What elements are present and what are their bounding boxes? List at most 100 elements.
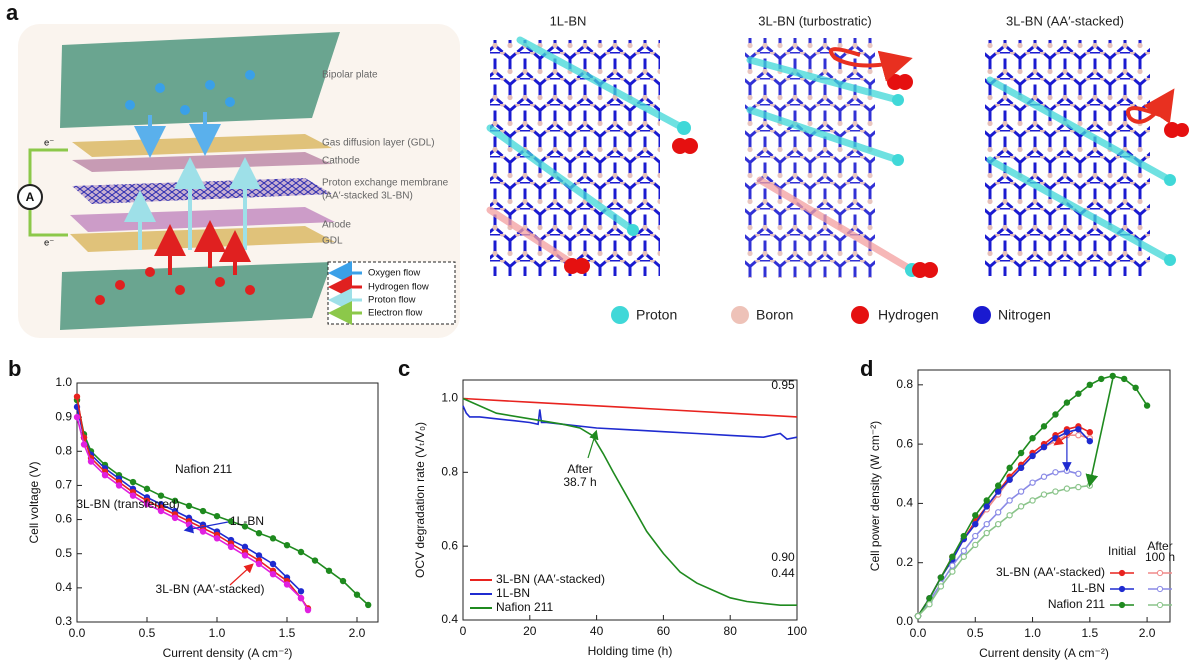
point xyxy=(340,578,345,583)
annotation: 38.7 h xyxy=(563,475,596,489)
atom-key xyxy=(851,306,869,324)
layer-label: Anode xyxy=(322,220,351,231)
point xyxy=(1030,498,1035,503)
point xyxy=(915,613,920,618)
x-tick-label: 2.0 xyxy=(1139,626,1156,640)
point xyxy=(996,510,1001,515)
layer-label: Cathode xyxy=(322,156,360,167)
x-axis-title: Current density (A cm⁻²) xyxy=(163,646,293,660)
flow-legend-label: Hydrogen flow xyxy=(368,282,429,293)
point xyxy=(1007,465,1012,470)
point xyxy=(996,483,1001,488)
x-axis-title: Holding time (h) xyxy=(588,644,673,658)
point xyxy=(326,568,331,573)
x-tick-label: 0.0 xyxy=(69,626,86,640)
legend-key xyxy=(1119,602,1124,607)
point xyxy=(298,549,303,554)
x-axis-title: Current density (A cm⁻²) xyxy=(979,646,1109,660)
point xyxy=(1099,376,1104,381)
y-tick-label: 0.6 xyxy=(55,512,72,526)
y-tick-label: 0.4 xyxy=(441,612,458,626)
x-tick-label: 1.0 xyxy=(1024,626,1041,640)
point xyxy=(1133,385,1138,390)
point xyxy=(1041,444,1046,449)
atom-legend-label: Boron xyxy=(756,307,793,323)
figure: a A e⁻ e⁻ Bipolar plate Gas diffusion la… xyxy=(0,0,1189,665)
panel-label: a xyxy=(6,0,19,25)
point xyxy=(973,513,978,518)
y-tick-label: 0.5 xyxy=(55,546,72,560)
legend-label: Nafion 211 xyxy=(496,600,553,614)
series-annotation: 3L-BN (AA′-stacked) xyxy=(156,582,265,596)
point xyxy=(1007,498,1012,503)
series-line xyxy=(463,406,797,439)
y-tick-label: 1.0 xyxy=(55,375,72,389)
point xyxy=(961,548,966,553)
atom-legend-label: Proton xyxy=(636,307,677,323)
point xyxy=(950,554,955,559)
point xyxy=(186,503,191,508)
point xyxy=(144,486,149,491)
y-tick-label: 0.9 xyxy=(55,409,72,423)
structure-title: 1L-BN xyxy=(550,13,587,28)
x-tick-label: 1.5 xyxy=(1081,626,1098,640)
x-tick-label: 1.0 xyxy=(209,626,226,640)
point xyxy=(950,563,955,568)
x-tick-label: 80 xyxy=(724,624,738,638)
point xyxy=(1076,433,1081,438)
point xyxy=(938,584,943,589)
point xyxy=(984,504,989,509)
point xyxy=(938,575,943,580)
point xyxy=(200,508,205,513)
x-tick-label: 20 xyxy=(523,624,537,638)
series-line xyxy=(918,429,1090,616)
point xyxy=(102,473,107,478)
legend-header: Initial xyxy=(1108,544,1136,558)
point xyxy=(312,558,317,563)
legend-label: Nafion 211 xyxy=(1048,597,1105,611)
annotation: After xyxy=(567,462,592,476)
layer-label: Gas diffusion layer (GDL) xyxy=(322,138,435,149)
y-tick-label: 0.8 xyxy=(55,443,72,457)
point xyxy=(1053,436,1058,441)
y-tick-label: 0.6 xyxy=(441,538,458,552)
x-tick-label: 60 xyxy=(657,624,671,638)
point xyxy=(130,479,135,484)
y-tick-label: 0.2 xyxy=(896,555,913,569)
point xyxy=(74,415,79,420)
point xyxy=(305,607,310,612)
point xyxy=(1018,465,1023,470)
y-tick-label: 0.8 xyxy=(441,464,458,478)
point xyxy=(996,489,1001,494)
point xyxy=(88,459,93,464)
y-tick-label: 0.6 xyxy=(896,436,913,450)
series-line xyxy=(463,399,797,417)
point xyxy=(228,544,233,549)
point xyxy=(1041,492,1046,497)
series-line xyxy=(918,435,1090,616)
point xyxy=(256,553,261,558)
y-axis-title: OCV degradation rate (Vₜ/V₀) xyxy=(413,422,427,578)
point xyxy=(270,561,275,566)
point xyxy=(1064,486,1069,491)
y-tick-label: 0.3 xyxy=(55,614,72,628)
layer-label: Bipolar plate xyxy=(322,70,378,81)
y-tick-label: 0.4 xyxy=(55,580,72,594)
point xyxy=(1018,489,1023,494)
point xyxy=(1122,376,1127,381)
point xyxy=(984,498,989,503)
y-tick-label: 0.7 xyxy=(55,478,72,492)
point xyxy=(354,592,359,597)
point xyxy=(927,602,932,607)
point xyxy=(242,553,247,558)
point xyxy=(973,542,978,547)
y-tick-label: 0.4 xyxy=(896,496,913,510)
structure-title: 3L-BN (AA′-stacked) xyxy=(1006,13,1124,28)
legend-key xyxy=(1119,586,1124,591)
x-tick-label: 100 xyxy=(787,624,807,638)
y-tick-label: 1.0 xyxy=(441,391,458,405)
point xyxy=(172,515,177,520)
legend-label: 3L-BN (AA′-stacked) xyxy=(496,572,605,586)
point xyxy=(1144,403,1149,408)
point xyxy=(284,543,289,548)
